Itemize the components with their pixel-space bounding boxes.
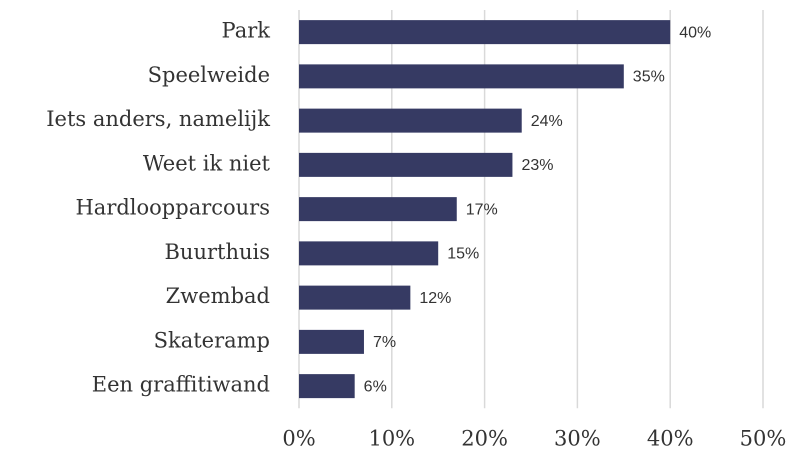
y-tick-label: Weet ik niet xyxy=(143,151,271,175)
bar xyxy=(299,64,624,89)
y-tick-label: Iets anders, namelijk xyxy=(46,107,270,131)
x-tick-label: 30% xyxy=(554,427,601,451)
value-label: 15% xyxy=(447,246,479,263)
value-label: 35% xyxy=(633,69,665,86)
bar xyxy=(299,108,522,133)
value-label: 24% xyxy=(531,113,563,130)
y-tick-label: Een graffitiwand xyxy=(92,373,270,397)
y-tick-label: Speelweide xyxy=(148,63,270,87)
y-tick-label: Zwembad xyxy=(166,284,270,308)
y-tick-label: Hardloopparcours xyxy=(75,196,270,220)
bar xyxy=(299,20,671,45)
y-tick-label: Buurthuis xyxy=(164,240,270,264)
bar xyxy=(299,285,411,310)
bar xyxy=(299,329,364,354)
bar xyxy=(299,197,457,222)
value-label: 12% xyxy=(419,290,451,307)
bar xyxy=(299,374,355,399)
value-label: 17% xyxy=(466,201,498,218)
x-tick-label: 20% xyxy=(461,427,508,451)
x-tick-label: 40% xyxy=(647,427,694,451)
x-tick-label: 10% xyxy=(368,427,415,451)
y-tick-label: Park xyxy=(222,19,271,43)
y-tick-label: Skateramp xyxy=(154,328,270,352)
bar xyxy=(299,152,513,177)
value-label: 23% xyxy=(521,157,553,174)
bar xyxy=(299,241,439,266)
x-tick-label: 0% xyxy=(282,427,315,451)
value-label: 40% xyxy=(679,24,711,41)
value-label: 7% xyxy=(373,334,396,351)
x-tick-label: 50% xyxy=(740,427,787,451)
value-label: 6% xyxy=(364,378,387,395)
